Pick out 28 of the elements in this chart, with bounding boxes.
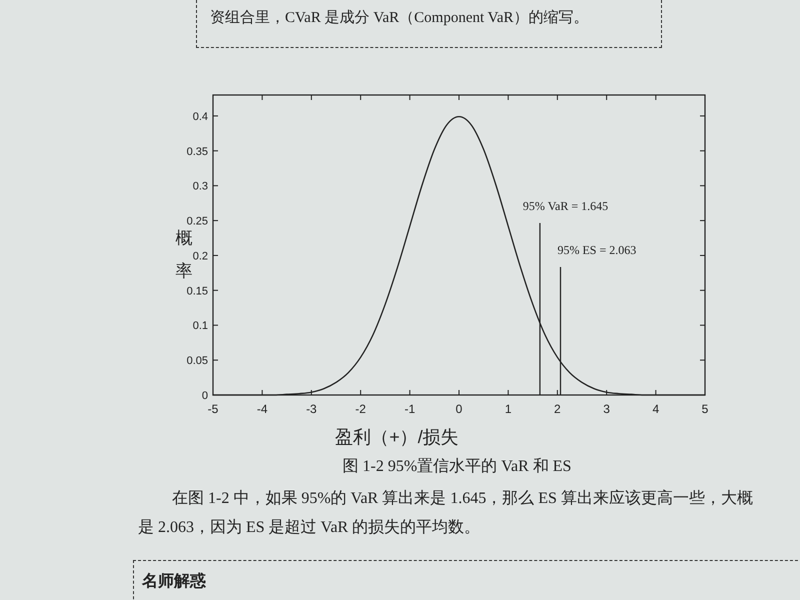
x-tick-label: 1 <box>504 402 512 416</box>
x-tick-label: 2 <box>554 402 562 416</box>
y-tick-label: 0.35 <box>186 146 208 158</box>
x-tick-label: -1 <box>404 402 416 416</box>
x-tick-label: 5 <box>702 402 709 416</box>
y-tick-label: 0.15 <box>186 285 208 298</box>
y-tick-label: 0.1 <box>192 320 208 332</box>
x-tick-label: 4 <box>652 402 660 416</box>
y-tick-label: 0.2 <box>192 250 208 262</box>
y-tick-label: 0.4 <box>192 110 208 123</box>
y-tick-label: 0.05 <box>186 355 208 368</box>
x-axis-title: 盈利（+）/损失 <box>335 427 459 447</box>
y-axis-title: 概率 <box>176 228 192 280</box>
y-tick-label: 0.3 <box>192 180 208 193</box>
x-tick-label: 0 <box>456 402 463 416</box>
ref-line-label: 95% ES = 2.063 <box>558 243 636 257</box>
text: 名师解惑 <box>142 572 206 592</box>
x-tick-label: -3 <box>306 402 318 416</box>
ref-line-label: 95% VaR = 1.645 <box>522 199 608 213</box>
x-tick-label: -2 <box>355 402 366 416</box>
x-tick-label: -5 <box>208 402 219 416</box>
y-tick-label: 0 <box>202 390 208 402</box>
text: 图 1-2 95%置信水平的 VaR 和 ES <box>342 456 572 477</box>
text: 在图 1-2 中，如果 95%的 VaR 算出来是 1.645，那么 ES 算出来应该更高一些，大概是 2.063，因为 ES 是超过 VaR 的损失的平均数。 <box>138 488 754 538</box>
y-tick-label: 0.25 <box>186 216 208 228</box>
x-tick-label: 3 <box>603 402 610 416</box>
text: 资组合里，CVaR 是成分 VaR（Component VaR）的缩写。 <box>210 8 588 27</box>
x-tick-label: -4 <box>256 402 268 416</box>
